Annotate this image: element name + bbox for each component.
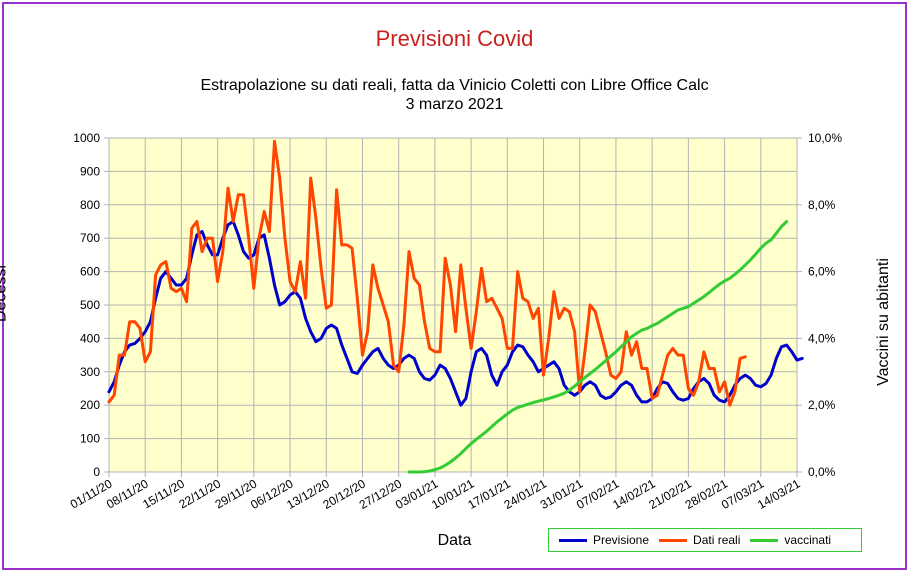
x-axis-label-text: Data bbox=[437, 532, 472, 549]
y-tick-label: 1000 bbox=[73, 131, 100, 145]
y-tick-label: 300 bbox=[80, 365, 100, 379]
y-axis-label: Decessi bbox=[0, 265, 10, 322]
y-tick-label: 400 bbox=[80, 331, 100, 345]
x-axis-label: Data bbox=[0, 532, 909, 550]
y-tick-label: 600 bbox=[80, 265, 100, 279]
legend-item-previsione: Previsione bbox=[559, 533, 649, 547]
y-tick-label: 700 bbox=[80, 231, 100, 245]
y2-tick-label: 10,0% bbox=[808, 131, 842, 145]
subtitle-line-1: Estrapolazione su dati reali, fatta da V… bbox=[200, 77, 709, 94]
legend-swatch-previsione bbox=[559, 538, 587, 542]
y2-axis-label: Vaccini su abitanti bbox=[875, 258, 892, 386]
legend-swatch-dati-reali bbox=[659, 538, 688, 542]
series-line-dati-reali bbox=[107, 139, 747, 407]
legend: Previsione Dati reali vaccinati bbox=[548, 528, 862, 552]
chart-subtitle: Estrapolazione su dati reali, fatta da V… bbox=[0, 76, 909, 114]
y-tick-label: 500 bbox=[80, 298, 100, 312]
legend-label-vaccinati: vaccinati bbox=[784, 533, 832, 547]
y-tick-label: 100 bbox=[80, 432, 100, 446]
y2-tick-label: 2,0% bbox=[808, 398, 836, 412]
y-tick-label: 900 bbox=[80, 164, 100, 178]
y2-tick-label: 4,0% bbox=[808, 331, 836, 345]
y2-tick-label: 6,0% bbox=[808, 265, 836, 279]
legend-label-dati-reali: Dati reali bbox=[693, 533, 741, 547]
legend-item-dati-reali: Dati reali bbox=[659, 533, 740, 547]
subtitle-line-2: 3 marzo 2021 bbox=[405, 96, 504, 113]
y-tick-label: 800 bbox=[80, 198, 100, 212]
y-tick-label: 0 bbox=[93, 465, 100, 479]
chart-title: Previsioni Covid bbox=[375, 26, 534, 51]
y-tick-label: 200 bbox=[80, 398, 100, 412]
series-line-vaccinati bbox=[407, 220, 789, 474]
legend-swatch-vaccinati bbox=[750, 538, 779, 542]
y2-tick-label: 0,0% bbox=[808, 465, 836, 479]
legend-label-previsione: Previsione bbox=[593, 533, 650, 547]
y2-tick-label: 8,0% bbox=[808, 198, 836, 212]
legend-item-vaccinati: vaccinati bbox=[750, 533, 831, 547]
